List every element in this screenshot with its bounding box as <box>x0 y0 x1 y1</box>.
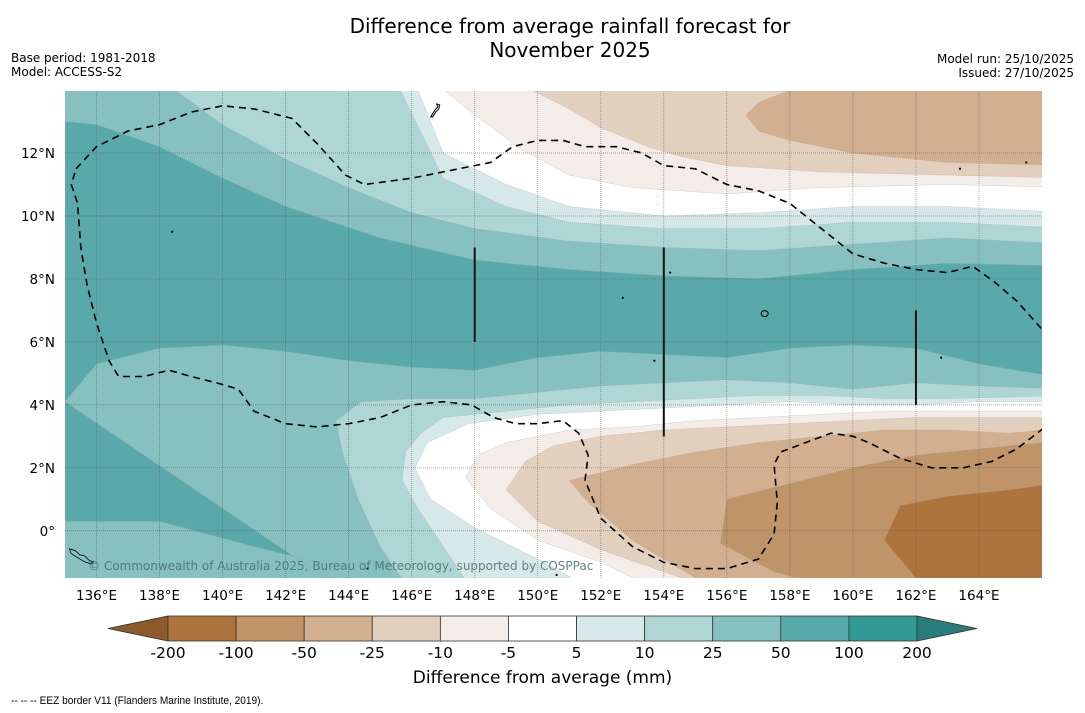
island-dot <box>958 167 962 170</box>
colorbar-swatch <box>303 615 373 642</box>
island-dot <box>366 567 369 570</box>
colorbar-tick-label: 5 <box>572 644 582 662</box>
model-info: Base period: 1981-2018 Model: ACCESS-S2 <box>11 51 156 79</box>
title-line-1: Difference from average rainfall forecas… <box>349 14 791 38</box>
colorbar-tick-label: -200 <box>150 644 185 662</box>
colorbar-tick-label: 200 <box>902 644 932 662</box>
colorbar-tick-label: -100 <box>218 644 253 662</box>
longitude-tick-label: 142°E <box>265 588 306 604</box>
island-outline <box>429 103 441 118</box>
model-name: Model: ACCESS-S2 <box>11 65 123 79</box>
colorbar-swatch <box>508 615 577 642</box>
colorbar-tick-label: 100 <box>834 644 864 662</box>
longitude-axis: 136°E 138°E 140°E 142°E 144°E 146°E 148°E 150°E… <box>76 588 1000 604</box>
latitude-tick-label: 0° <box>40 524 55 540</box>
colorbar-swatch <box>712 615 782 642</box>
island-outline <box>760 310 769 318</box>
island-outline <box>69 548 95 565</box>
issued-date: Issued: 27/10/2025 <box>958 66 1074 80</box>
island-dot <box>669 271 672 274</box>
run-info: Model run: 25/10/2025 Issued: 27/10/2025 <box>937 52 1074 80</box>
contour-bands <box>65 91 1042 578</box>
longitude-tick-label: 140°E <box>202 588 243 604</box>
colorbar-swatch <box>644 615 714 642</box>
island-dot <box>1025 161 1028 164</box>
model-run-date: Model run: 25/10/2025 <box>936 52 1074 66</box>
colorbar-tick-label: 10 <box>635 644 655 662</box>
band-dry-25-50-north <box>745 91 1042 166</box>
longitude-tick-label: 146°E <box>391 588 432 604</box>
latitude-tick-label: 10°N <box>21 209 55 225</box>
latitude-tick-label: 12°N <box>21 146 55 162</box>
longitude-tick-label: 162°E <box>895 588 936 604</box>
colorbar-extend-low <box>107 615 169 642</box>
colorbar-swatch <box>780 615 850 642</box>
colorbar-tick-label: 50 <box>771 644 791 662</box>
latitude-axis: 12°N 10°N 8°N 6°N 4°N 2°N 0° <box>21 146 55 540</box>
graticule <box>65 91 1042 578</box>
longitude-tick-label: 150°E <box>517 588 558 604</box>
longitude-tick-label: 164°E <box>958 588 999 604</box>
colorbar-tick-label: -10 <box>428 644 453 662</box>
colorbar-tick-label: 25 <box>703 644 723 662</box>
copyright-text: © Commonwealth of Australia 2025, Bureau… <box>88 559 593 573</box>
title-line-2: November 2025 <box>489 38 651 62</box>
colorbar-swatch <box>848 615 918 642</box>
eez-border <box>70 104 1042 570</box>
longitude-tick-label: 154°E <box>643 588 684 604</box>
colorbar-tick-label: -25 <box>360 644 385 662</box>
colorbar-swatch <box>235 615 305 642</box>
colorbar-swatch <box>371 615 441 642</box>
island-dot <box>621 296 624 299</box>
longitude-tick-label: 144°E <box>328 588 369 604</box>
colorbar-extend-high <box>916 615 978 642</box>
longitude-tick-label: 156°E <box>706 588 747 604</box>
latitude-tick-label: 4°N <box>30 398 55 414</box>
longitude-tick-label: 148°E <box>454 588 495 604</box>
island-dot <box>653 359 656 362</box>
colorbar-swatch <box>439 615 509 642</box>
meridian-markers <box>473 247 917 437</box>
base-period: Base period: 1981-2018 <box>11 51 156 65</box>
eez-footnote: -- -- -- EEZ border V11 (Flanders Marine… <box>11 695 264 707</box>
island-dot <box>940 356 943 359</box>
latitude-tick-label: 2°N <box>30 461 55 477</box>
colorbar: -200 -100 -50 -25 -10 -5 5 10 25 50 100 200 <box>107 615 978 662</box>
latitude-tick-label: 8°N <box>30 272 55 288</box>
islands <box>69 103 1028 576</box>
colorbar-title: Difference from average (mm) <box>412 668 673 688</box>
colorbar-swatch <box>576 615 646 642</box>
longitude-tick-label: 138°E <box>139 588 180 604</box>
longitude-tick-label: 158°E <box>769 588 810 604</box>
latitude-tick-label: 6°N <box>30 335 55 351</box>
band-dry-100-200-south <box>884 484 1042 578</box>
colorbar-swatch <box>167 615 237 642</box>
longitude-tick-label: 136°E <box>76 588 117 604</box>
island-dot <box>171 230 174 233</box>
longitude-tick-label: 160°E <box>832 588 873 604</box>
island-dot <box>555 573 558 576</box>
colorbar-tick-label: -50 <box>292 644 317 662</box>
map-title: Difference from average rainfall forecas… <box>0 14 1085 62</box>
colorbar-tick-label: -5 <box>501 644 516 662</box>
longitude-tick-label: 152°E <box>580 588 621 604</box>
